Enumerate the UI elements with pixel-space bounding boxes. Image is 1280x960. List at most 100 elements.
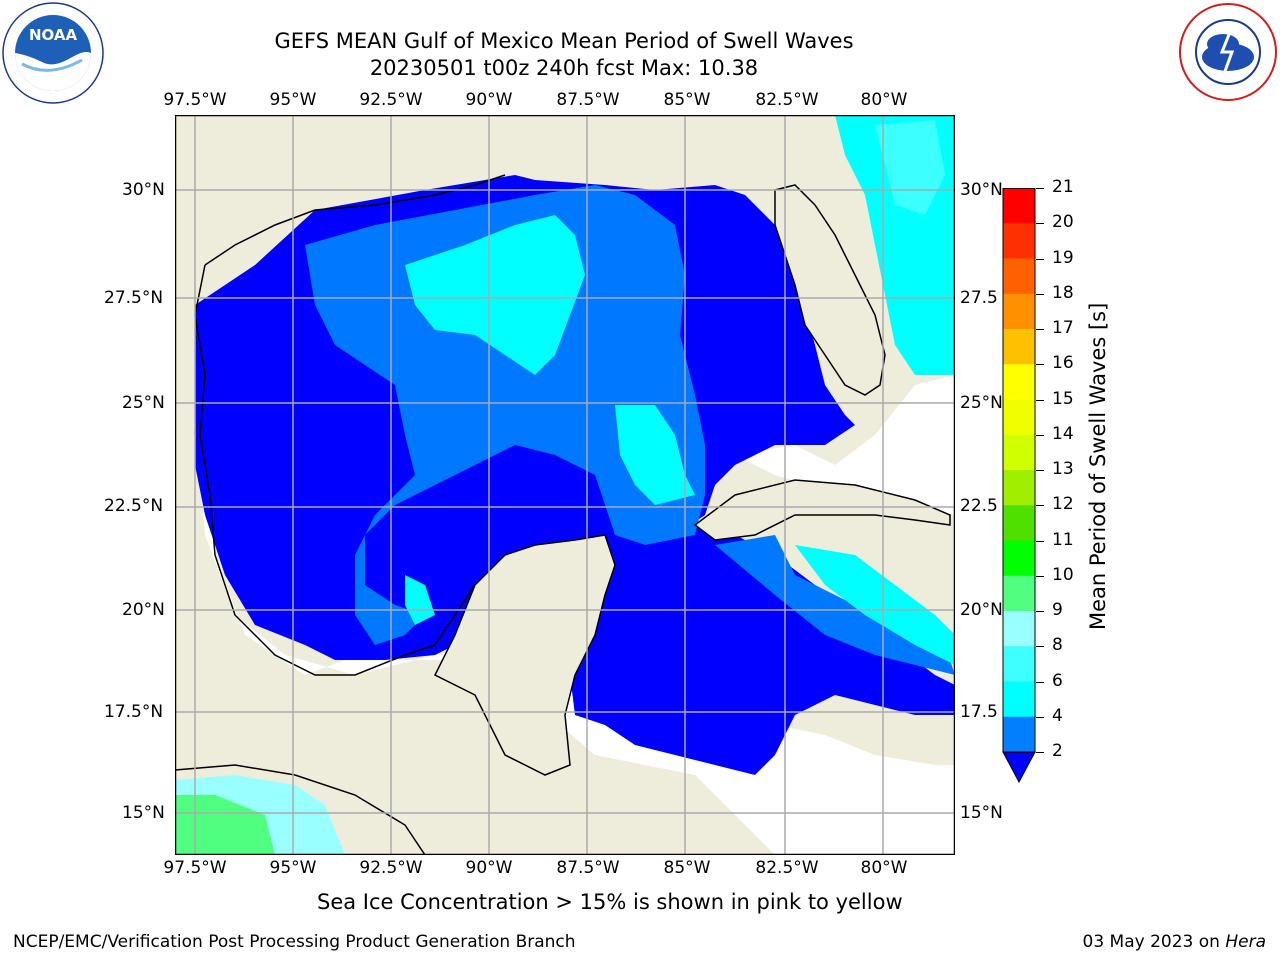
colorbar-tick-mark	[1036, 188, 1044, 189]
coastline-mexico	[194, 264, 476, 676]
colorbar	[1002, 188, 1036, 784]
colorbar-tick-mark	[1036, 258, 1044, 260]
colorbar-tick-label: 11	[1052, 529, 1074, 550]
colorbar-tick-label: 4	[1052, 705, 1063, 726]
yucatan	[433, 534, 616, 776]
colorbar-tick-mark	[1036, 540, 1044, 542]
map-area	[174, 114, 956, 856]
ocean-cyan-north	[405, 215, 585, 375]
colorbar-segment	[1003, 364, 1035, 400]
colorbar-tick-label: 10	[1052, 564, 1074, 585]
lat-label-left: 22.5°N	[104, 496, 164, 516]
colorbar-tick-mark	[1036, 646, 1044, 648]
colorbar-tick-label: 18	[1052, 282, 1074, 303]
colorbar-tick-mark	[1036, 434, 1044, 436]
lat-label-right: 15°N	[960, 803, 1003, 823]
colorbar-tick-mark	[1036, 716, 1044, 718]
colorbar-segment	[1003, 399, 1035, 436]
map-frame	[174, 114, 956, 856]
colorbar-segment	[1003, 223, 1035, 259]
nodata-straits	[735, 375, 955, 515]
lat-label-right: 25°N	[960, 393, 1003, 413]
footer-right: 03 May 2023 on Hera	[1083, 932, 1267, 952]
map-svg	[174, 114, 956, 856]
chart-subtitle: 20230501 t00z 240h fcst Max: 10.38	[369, 56, 759, 80]
colorbar-segment	[1003, 540, 1035, 577]
lon-label-bottom: 87.5°W	[556, 858, 620, 878]
lat-label-right: 27.5	[960, 288, 998, 308]
colorbar-segment	[1003, 681, 1035, 718]
colorbar-tick-mark	[1036, 364, 1044, 366]
ocean-mid	[305, 185, 705, 645]
ocean-cyan-campeche	[405, 575, 435, 625]
colorbar-tick-mark	[1036, 329, 1044, 330]
lat-label-left: 15°N	[122, 803, 165, 823]
colorbar-segment	[1003, 611, 1035, 647]
colorbar-segment	[1003, 293, 1035, 330]
svg-text:NOAA: NOAA	[29, 26, 78, 44]
colorbar-tick-label: 8	[1052, 635, 1063, 656]
lat-label-left: 30°N	[122, 180, 165, 200]
colorbar-tick-label: 12	[1052, 494, 1074, 515]
ocean-cyan-yucatan	[615, 405, 695, 505]
lon-label-top: 97.5°W	[163, 90, 227, 110]
colorbar-segment	[1003, 716, 1035, 753]
atlantic-light	[875, 120, 945, 215]
colorbar-tick-label: 14	[1052, 423, 1074, 444]
colorbar-segment	[1003, 646, 1035, 682]
colorbar-tick-label: 13	[1052, 459, 1074, 479]
colorbar-segment	[1003, 575, 1035, 612]
gridlines	[175, 115, 955, 855]
colorbar-tick-label: 20	[1052, 212, 1074, 233]
lat-label-left: 27.5°N	[104, 288, 164, 308]
caribbean-mid	[715, 535, 955, 675]
colorbar-tick-mark	[1036, 470, 1044, 471]
colorbar-tick-label: 16	[1052, 353, 1074, 374]
lon-label-top: 92.5°W	[359, 90, 423, 110]
colorbar-tick-mark	[1036, 611, 1044, 612]
colorbar-segment	[1003, 505, 1035, 541]
lon-label-bottom: 92.5°W	[359, 858, 423, 878]
lat-label-right: 22.5	[960, 496, 998, 516]
colorbar-extend-triangle	[1002, 751, 1036, 784]
pacific-green	[175, 795, 275, 855]
lat-label-right: 17.5	[960, 702, 998, 722]
noaa-logo: NOAA	[2, 2, 104, 104]
lat-label-right: 30°N	[960, 180, 1003, 200]
colorbar-tick-mark	[1036, 575, 1044, 577]
colorbar-tick-mark	[1036, 752, 1044, 753]
colorbar-segment	[1003, 329, 1035, 365]
colorbar-segment	[1003, 470, 1035, 506]
footer-left: NCEP/EMC/Verification Post Processing Pr…	[13, 932, 576, 952]
colorbar-tick-mark	[1036, 399, 1044, 401]
lon-label-bottom: 80°W	[860, 858, 908, 878]
colorbar-tick-label: 2	[1052, 741, 1063, 761]
footer-machine: Hera	[1225, 932, 1266, 952]
lon-label-top: 87.5°W	[556, 90, 620, 110]
florida	[774, 184, 886, 396]
colorbar-segment	[1003, 258, 1035, 295]
colorbar-tick-mark	[1036, 223, 1044, 225]
colorbar-tick-label: 15	[1052, 388, 1074, 409]
lat-label-left: 17.5°N	[104, 702, 164, 722]
lon-label-bottom: 85°W	[663, 858, 711, 878]
sea-ice-note: Sea Ice Concentration > 15% is shown in …	[317, 890, 903, 914]
lon-label-top: 82.5°W	[755, 90, 819, 110]
cuba	[693, 479, 951, 541]
coastline-north	[204, 174, 506, 266]
colorbar-tick-mark	[1036, 505, 1044, 507]
nws-logo	[1178, 2, 1278, 102]
colorbar-tick-label: 17	[1052, 318, 1074, 338]
lon-label-bottom: 97.5°W	[163, 858, 227, 878]
caribbean-cyan	[795, 545, 955, 665]
colorbar-tick-label: 19	[1052, 247, 1074, 268]
colorbar-outline	[1002, 188, 1036, 753]
colorbar-label: Mean Period of Swell Waves [s]	[1086, 302, 1110, 630]
lon-label-bottom: 90°W	[465, 858, 513, 878]
lat-label-left: 25°N	[122, 393, 165, 413]
lon-label-bottom: 82.5°W	[755, 858, 819, 878]
lat-label-left: 20°N	[122, 600, 165, 620]
colorbar-tick-label: 21	[1052, 177, 1074, 197]
lat-label-right: 20°N	[960, 600, 1003, 620]
colorbar-tick-mark	[1036, 681, 1044, 683]
